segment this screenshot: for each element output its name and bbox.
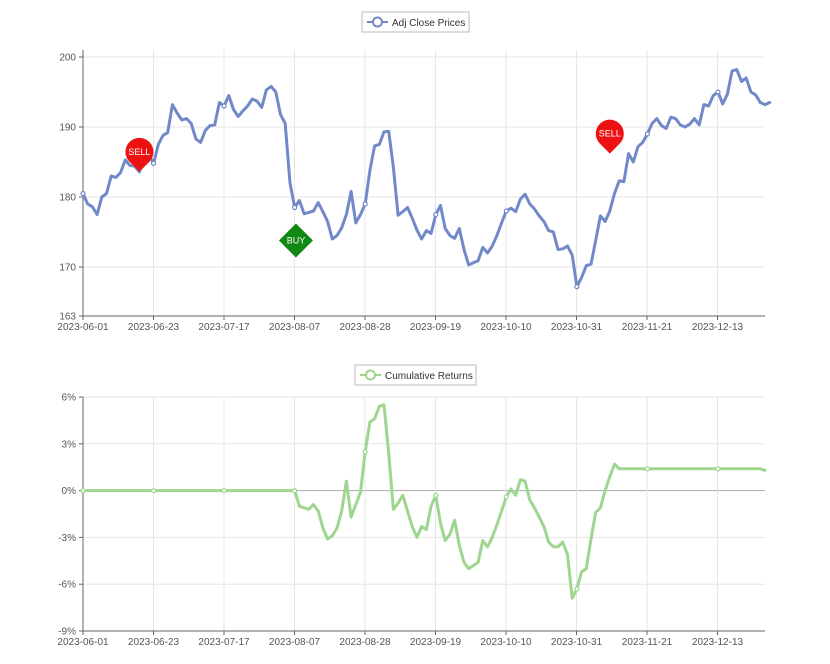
data-point[interactable] (80, 488, 86, 494)
series-line (80, 68, 772, 290)
y-tick-label: 6% (62, 393, 77, 404)
y-tick-label: 3% (62, 439, 77, 450)
x-tick-label: 2023-09-19 (410, 322, 462, 333)
series-line-path (81, 68, 772, 289)
x-tick-label: 2023-11-21 (622, 637, 673, 648)
sell-signal-label: SELL (128, 147, 150, 157)
signals: SELL BUY SELL (125, 119, 624, 258)
x-tick-label: 2023-07-17 (198, 322, 250, 333)
axes: -9% -6% -3% 0% 3% 6% 2023-06-01 2023-06-23 2023-… (57, 393, 765, 648)
x-tick-label: 2023-08-28 (339, 322, 391, 333)
x-tick-label: 2023-12-13 (692, 637, 744, 648)
data-point[interactable] (292, 204, 298, 211)
x-tick-label: 2023-10-10 (480, 322, 532, 333)
y-tick-label: 163 (59, 312, 76, 323)
legend-cumulative-returns[interactable]: Cumulative Returns (354, 364, 477, 386)
data-point[interactable] (715, 466, 721, 472)
x-tick-label: 2023-08-28 (339, 637, 391, 648)
data-point[interactable] (715, 89, 721, 95)
y-tick-label: 180 (59, 193, 76, 204)
data-point[interactable] (150, 488, 157, 494)
series-line-path (81, 403, 767, 600)
legend-box (361, 11, 470, 33)
x-tick-label: 2023-08-07 (269, 322, 321, 333)
data-point[interactable] (574, 284, 580, 290)
y-tick-label: -6% (58, 580, 76, 591)
sell-pin-shape (595, 119, 624, 154)
sell-signal-marker[interactable]: SELL (125, 137, 154, 172)
sell-pin-shape (125, 137, 154, 172)
data-point[interactable] (80, 190, 86, 197)
x-tick-label: 2023-09-19 (410, 637, 462, 648)
data-point[interactable] (292, 488, 298, 494)
legend-label: Cumulative Returns (385, 371, 473, 382)
x-tick-label: 2023-06-23 (128, 637, 180, 648)
adj-close-prices-chart: Adj Close Prices 163 170 180 190 200 2023-06-… (57, 11, 772, 333)
data-point[interactable] (503, 208, 509, 214)
x-tick-label: 2023-06-01 (57, 637, 109, 648)
data-point[interactable] (362, 201, 368, 207)
y-tick-label: 200 (59, 53, 76, 64)
legend-swatch-dot (365, 369, 376, 381)
x-tick-label: 2023-10-31 (551, 637, 603, 648)
y-tick-label: 170 (59, 263, 76, 274)
y-tick-label: 190 (59, 123, 76, 134)
y-tick-label: -3% (58, 533, 76, 544)
legend-label: Adj Close Prices (392, 18, 465, 29)
x-tick-label: 2023-12-13 (692, 322, 744, 333)
legend-box (354, 364, 477, 386)
legend-adj-close[interactable]: Adj Close Prices (361, 11, 470, 33)
data-point[interactable] (362, 449, 368, 455)
x-tick-label: 2023-07-17 (198, 637, 250, 648)
buy-signal-marker[interactable]: BUY (278, 223, 313, 258)
buy-diamond-shape (278, 223, 313, 258)
y-tick-label: 0% (62, 486, 77, 497)
sell-signal-marker[interactable]: SELL (595, 119, 624, 154)
data-point[interactable] (644, 466, 651, 472)
axes: 163 170 180 190 200 2023-06-01 2023-06-23 2023-… (57, 50, 765, 333)
x-tick-label: 2023-10-31 (551, 322, 603, 333)
data-point[interactable] (574, 586, 580, 592)
x-tick-label: 2023-06-23 (128, 322, 180, 333)
data-point[interactable] (150, 160, 157, 166)
buy-signal-label: BUY (287, 236, 306, 246)
data-point[interactable] (221, 488, 227, 494)
x-tick-label: 2023-06-01 (57, 322, 109, 333)
data-point[interactable] (433, 211, 439, 218)
series-line (80, 403, 767, 600)
data-point[interactable] (433, 492, 439, 498)
y-tick-label: -9% (58, 627, 76, 638)
x-tick-label: 2023-11-21 (622, 322, 673, 333)
legend-swatch-dot (372, 16, 383, 28)
grid (83, 50, 765, 317)
data-point[interactable] (503, 494, 509, 500)
grid (83, 396, 765, 632)
sell-signal-label: SELL (599, 129, 621, 139)
cumulative-returns-chart: Cumulative Returns -9% -6% -3% 0% 3% 6% 2023-0… (57, 364, 767, 648)
data-point[interactable] (644, 131, 651, 137)
x-tick-label: 2023-10-10 (480, 637, 532, 648)
data-point[interactable] (221, 103, 227, 109)
x-tick-label: 2023-08-07 (269, 637, 321, 648)
